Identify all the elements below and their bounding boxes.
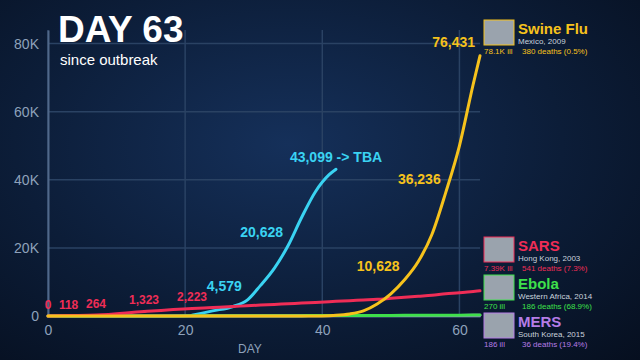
x-tick: 40: [315, 316, 331, 338]
data-label: 264: [86, 297, 106, 311]
chart-container: 0 20 40 60 0 20K 40K 60K 80K DAY 10,628 36,236 76,43…: [0, 0, 640, 360]
data-label: 118: [59, 298, 79, 312]
legend-name: Swine Flu: [518, 20, 588, 37]
x-tick-label: 60: [452, 322, 468, 338]
legend-location: Hong Kong, 2003: [518, 254, 581, 263]
y-tick-label: 20K: [14, 240, 40, 256]
y-tick: 80K: [14, 36, 48, 52]
data-label: 10,628: [357, 258, 400, 274]
legend-deaths: 541 deaths (7.3%): [522, 264, 588, 273]
y-tick: 40K: [14, 172, 48, 188]
y-axis: 0 20K 40K 60K 80K: [14, 31, 48, 324]
x-tick-label: 20: [178, 322, 194, 338]
legend: Swine FluMexico, 2009 78.1K ill 380 deaths…: [484, 20, 593, 349]
legend-ill: 186 ill: [484, 340, 505, 349]
y-tick-label: 40K: [14, 172, 40, 188]
x-tick: 20: [178, 316, 194, 338]
legend-location: Mexico, 2009: [518, 37, 566, 46]
data-label: 4,579: [207, 278, 242, 294]
data-label: 43,099 -> TBA: [290, 149, 382, 165]
legend-location: Western Africa, 2014: [518, 292, 593, 301]
legend-location: South Korea, 2015: [518, 330, 585, 339]
y-grid-line: [48, 111, 480, 113]
legend-ill: 78.1K ill: [484, 47, 513, 56]
y-tick: 60K: [14, 104, 48, 120]
legend-image: [484, 237, 514, 262]
legend-name: MERS: [518, 313, 561, 330]
legend-deaths: 380 deaths (0.5%): [522, 47, 588, 56]
x-tick: 0: [45, 316, 53, 338]
x-axis-title: DAY: [238, 342, 262, 356]
data-labels: 10,628 36,236 76,431 0 118 264 1,323 2,2234,579…: [45, 34, 476, 312]
y-grid-line: [48, 247, 480, 249]
y-tick: 20K: [14, 240, 48, 256]
data-label: 20,628: [240, 224, 283, 240]
series-line: [48, 56, 480, 316]
y-tick-label: 80K: [14, 36, 40, 52]
x-grid-line: [47, 30, 49, 316]
data-label: 0: [45, 298, 52, 312]
x-tick-label: 40: [315, 322, 331, 338]
series-line: [192, 169, 336, 315]
subtitle: since outbreak: [60, 51, 158, 68]
legend-image: [484, 313, 514, 338]
legend-image: [484, 275, 514, 300]
x-tick: 60: [452, 316, 468, 338]
data-label: 2,223: [177, 290, 207, 304]
data-label: 76,431: [432, 34, 475, 50]
legend-entry: MERSSouth Korea, 2015 186 ill 36 deaths (1…: [484, 313, 588, 349]
chart-svg: 0 20 40 60 0 20K 40K 60K 80K DAY 10,628 36,236 76,43…: [0, 0, 640, 360]
data-label: 36,236: [398, 171, 441, 187]
grid: [48, 30, 480, 316]
legend-image: [484, 20, 514, 45]
x-tick-label: 0: [45, 322, 53, 338]
y-tick-label: 0: [31, 308, 39, 324]
x-grid-line: [184, 30, 186, 316]
legend-entry: Swine FluMexico, 2009 78.1K ill 380 deaths…: [484, 20, 588, 56]
y-axis-line: [48, 31, 50, 317]
x-grid-line: [459, 30, 461, 316]
legend-deaths: 186 deaths (68.9%): [522, 302, 592, 311]
legend-ill: 7.39K ill: [484, 264, 513, 273]
legend-ill: 270 ill: [484, 302, 505, 311]
plot-area: [48, 56, 480, 316]
y-tick-label: 60K: [14, 104, 40, 120]
title: DAY 63: [58, 9, 184, 50]
x-axis: 0 20 40 60: [45, 316, 481, 338]
legend-name: Ebola: [518, 275, 559, 292]
legend-deaths: 36 deaths (19.4%): [522, 340, 588, 349]
legend-name: SARS: [518, 237, 560, 254]
x-grid-line: [322, 30, 324, 316]
data-label: 1,323: [129, 293, 159, 307]
legend-entry: SARSHong Kong, 2003 7.39K ill 541 deaths (…: [484, 237, 588, 273]
series-line: [48, 291, 480, 316]
legend-entry: EbolaWestern Africa, 2014 270 ill 186 deat…: [484, 275, 593, 311]
